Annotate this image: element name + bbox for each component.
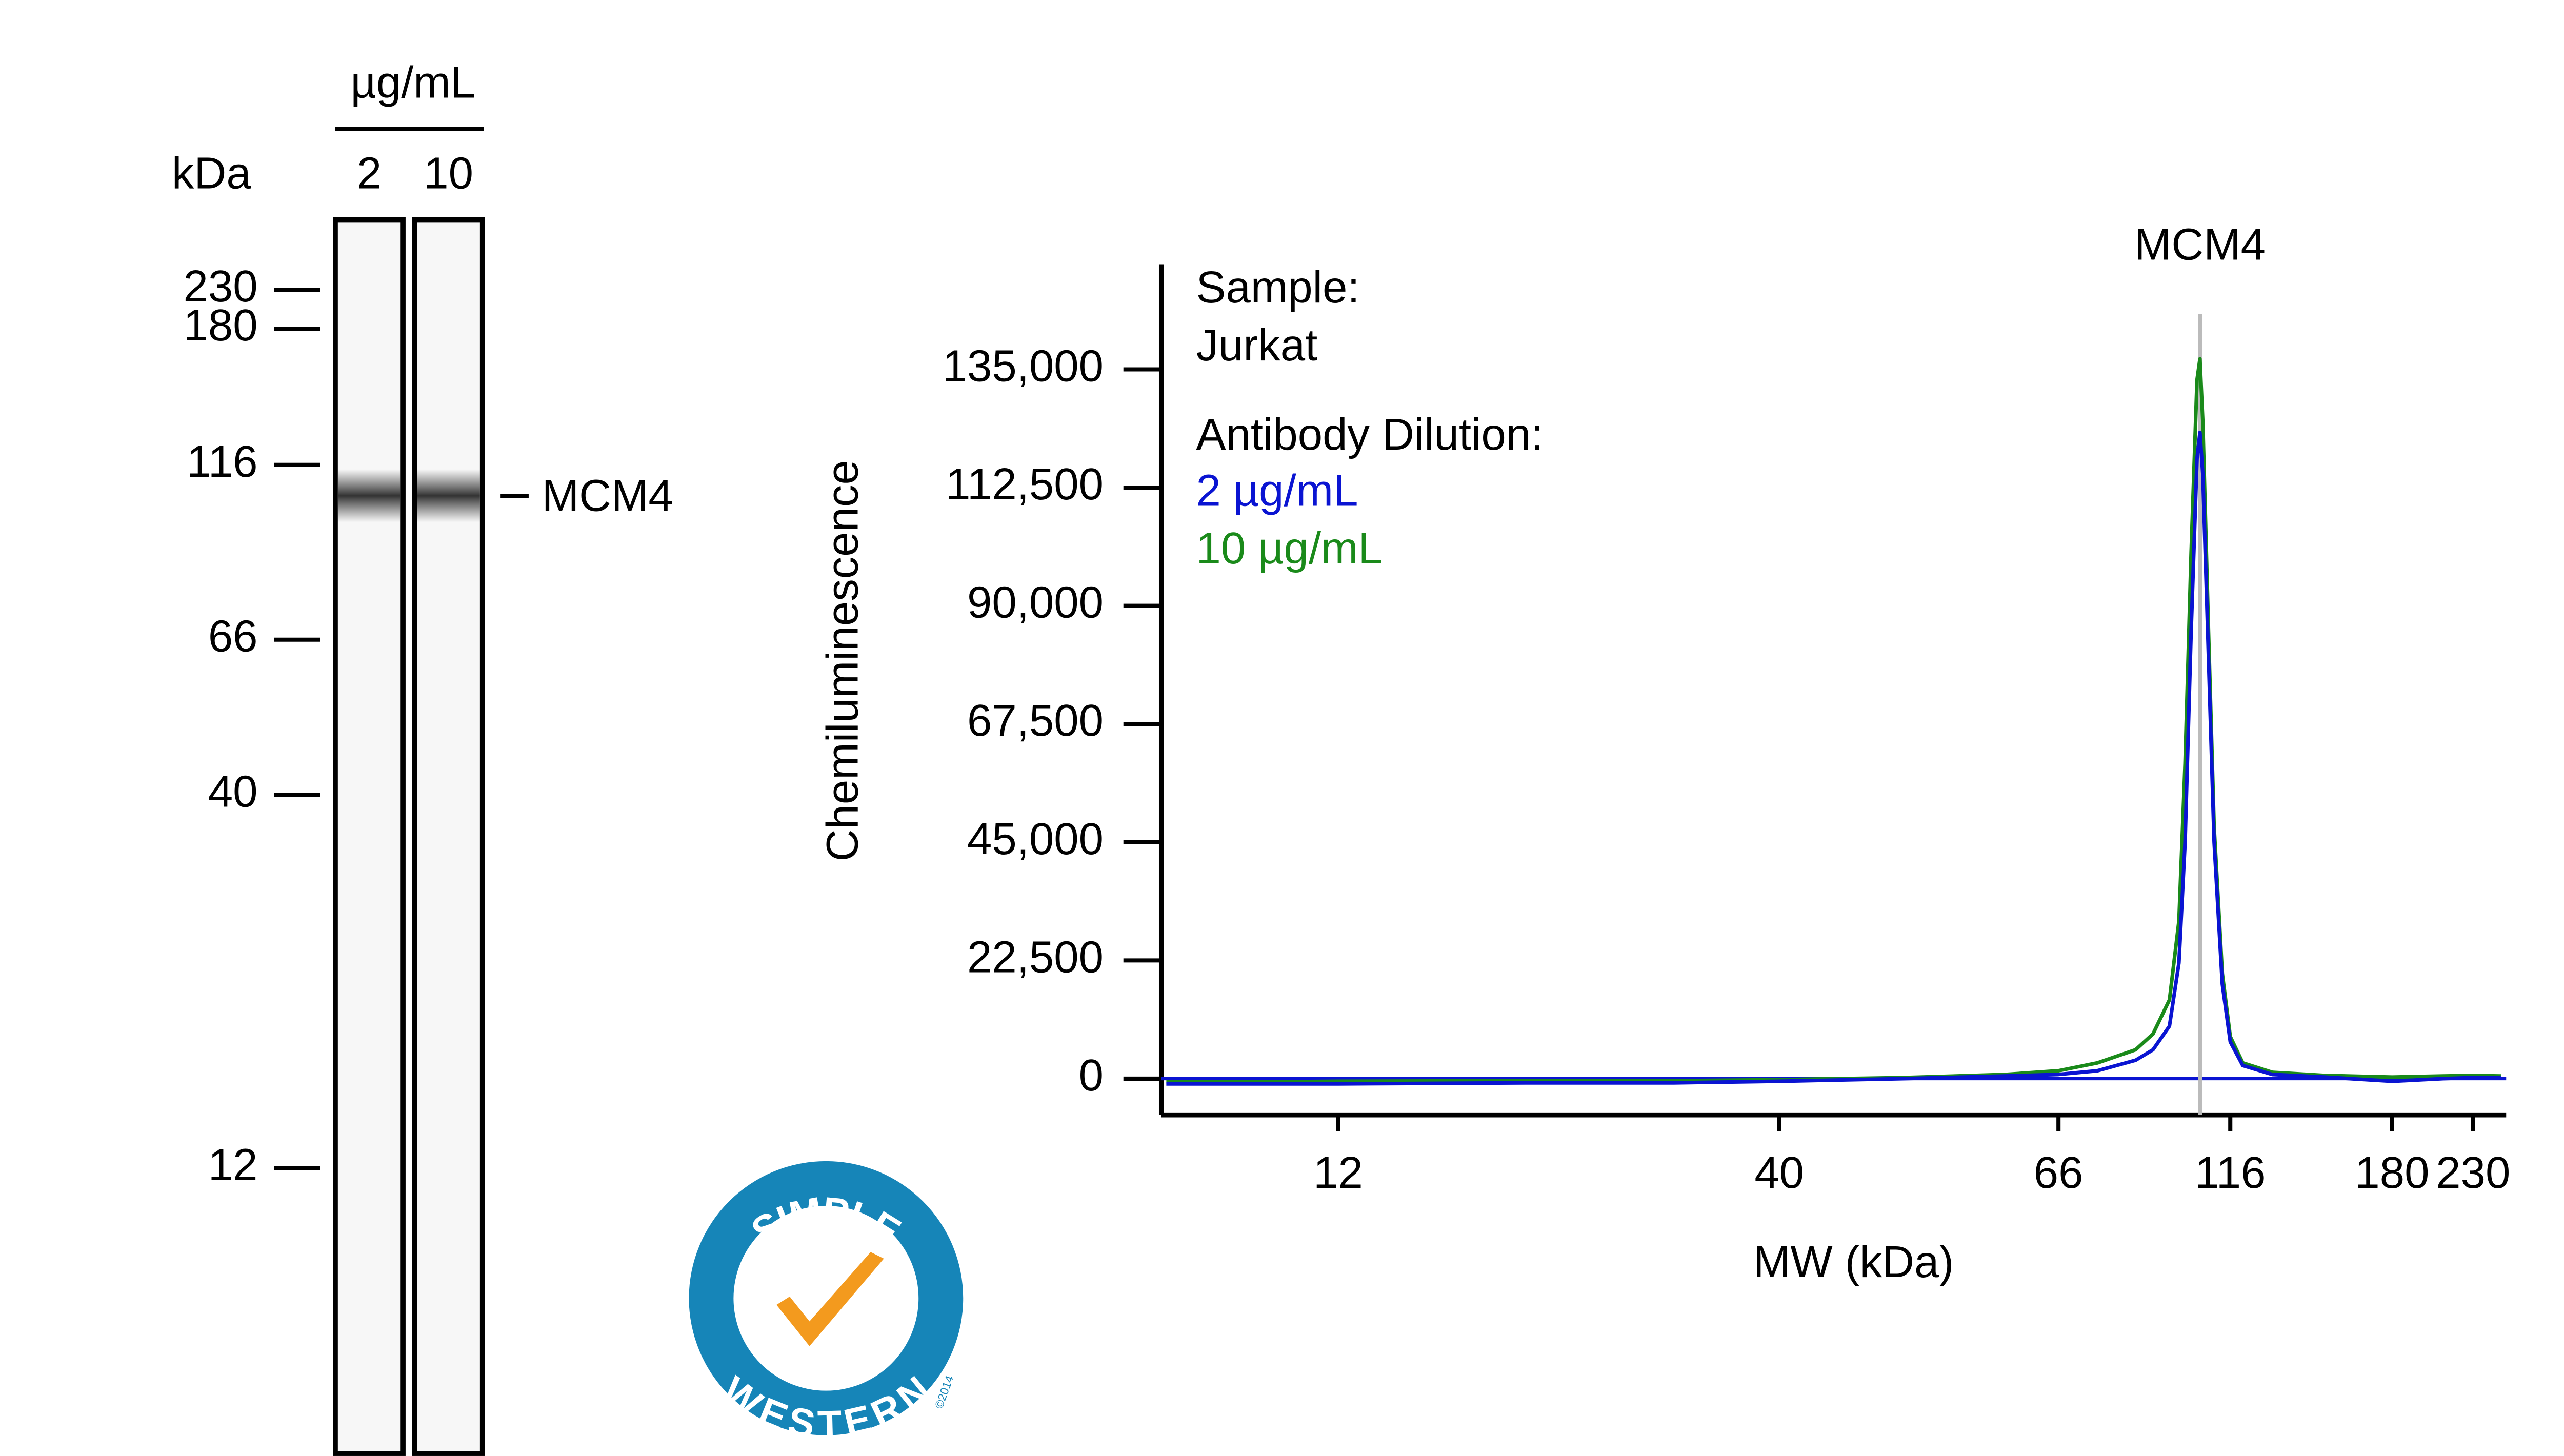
logo-inner	[733, 1205, 919, 1391]
marker-label: 180	[183, 300, 257, 350]
logo: SIMPLE WESTERN ©2014	[689, 1161, 964, 1447]
lane	[412, 217, 485, 1456]
marker-label: 66	[208, 612, 258, 661]
unit-label: µg/mL	[351, 58, 475, 108]
legend-title: Antibody Dilution:	[1196, 410, 1543, 459]
sample: Jurkat	[1196, 320, 1317, 370]
band	[337, 469, 401, 522]
y-tick-label: 90,000	[967, 578, 1104, 628]
x-tick-label: 180	[2355, 1148, 2429, 1198]
legend-entry: 2 µg/mL	[1196, 466, 1358, 515]
marker-label: 116	[187, 437, 258, 487]
y-tick-label: 67,500	[967, 696, 1104, 745]
series-line	[1166, 430, 2501, 1086]
y-tick-label: 45,000	[967, 814, 1104, 864]
mw-label: kDa	[172, 149, 251, 198]
lane-label: 10	[424, 149, 473, 198]
legend-entry: 10 µg/mL	[1196, 523, 1383, 573]
band	[417, 469, 480, 522]
y-tick-label: 22,500	[967, 932, 1104, 982]
chart: MW (kDa) Chemiluminescence Sample: Jurka…	[817, 219, 2510, 1287]
sample-label: Sample:	[1196, 262, 1359, 312]
series-line	[1166, 357, 2501, 1084]
logo-check	[776, 1252, 884, 1346]
y-tick-label: 135,000	[943, 341, 1104, 391]
marker-label: 40	[208, 766, 258, 816]
x-tick-label: 12	[1313, 1148, 1363, 1198]
y-axis-label: Chemiluminescence	[817, 460, 867, 861]
x-tick-label: 116	[2195, 1148, 2266, 1198]
lane-label: 2	[357, 149, 382, 198]
y-tick-label: 112,500	[946, 459, 1104, 509]
marker-label: 230	[183, 261, 257, 311]
x-tick-label: 230	[2436, 1148, 2510, 1198]
lane	[333, 217, 406, 1456]
band-label: MCM4	[542, 471, 673, 520]
x-axis-label: MW (kDa)	[1753, 1237, 1954, 1287]
x-tick-label: 40	[1754, 1148, 1804, 1198]
y-tick-label: 0	[1079, 1050, 1104, 1100]
marker-label: 12	[208, 1140, 258, 1189]
annotation-label: MCM4	[2134, 219, 2266, 269]
x-tick-label: 66	[2034, 1148, 2084, 1198]
